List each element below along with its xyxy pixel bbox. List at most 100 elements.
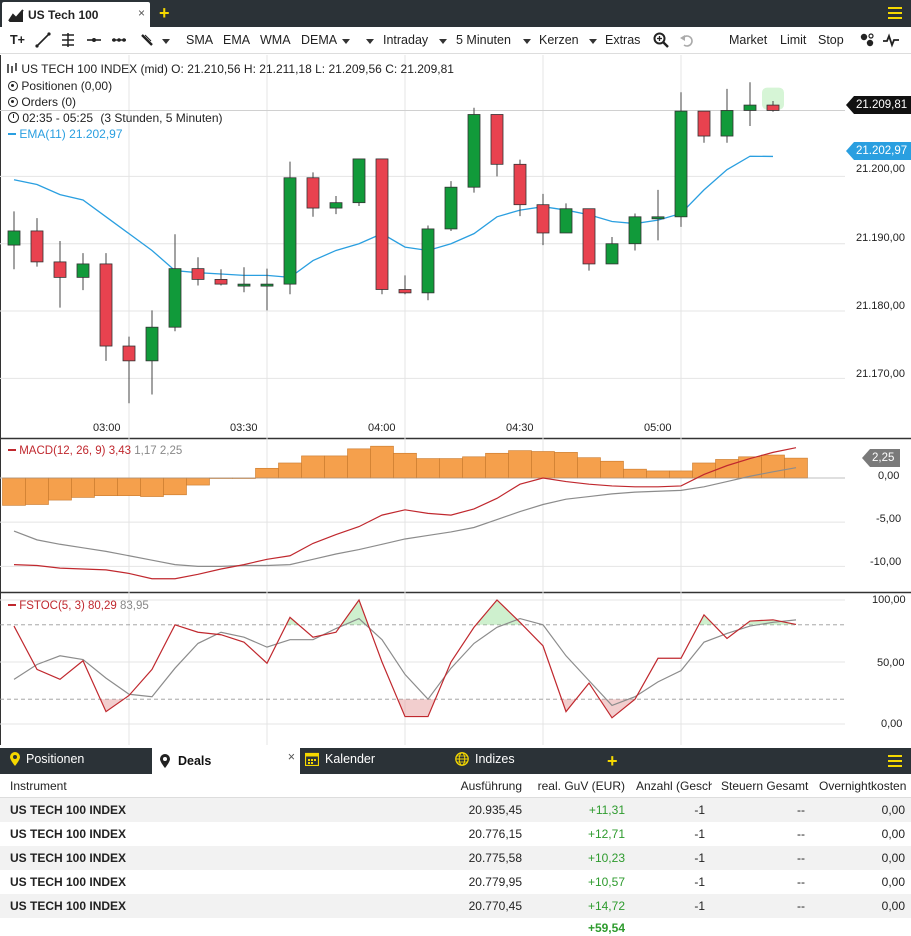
undo-icon[interactable]: [678, 31, 696, 49]
ema-legend[interactable]: EMA(11) 21.202,97: [8, 127, 123, 141]
column-header[interactable]: Overnightkosten: [819, 779, 907, 793]
close-tab-icon[interactable]: ×: [137, 6, 145, 20]
chart-canvas[interactable]: [0, 55, 911, 745]
menu-icon[interactable]: [888, 7, 902, 19]
candle-body: [260, 283, 274, 287]
column-header[interactable]: Steuern Gesamt: [721, 779, 809, 793]
column-header[interactable]: Anzahl (Geschl: [636, 779, 712, 793]
table-row[interactable]: US TECH 100 INDEX 20.935,45 +11,31 -1 -- 0,00: [0, 798, 911, 822]
orders-toggle[interactable]: Orders (0): [8, 95, 76, 109]
table-header: Instrument Ausführung real. GuV (EUR) An…: [0, 774, 911, 798]
horizontal-line-tool-icon[interactable]: [85, 31, 103, 49]
macd-histogram-bar: [255, 467, 279, 479]
macd-histogram-bar: [485, 452, 509, 479]
macd-histogram-bar: [623, 468, 647, 479]
market-order-button[interactable]: Market: [729, 33, 768, 47]
dotted-line-tool-icon[interactable]: [110, 31, 128, 49]
panel-menu-icon[interactable]: [888, 755, 902, 767]
tab-deals[interactable]: Deals ×: [152, 748, 300, 774]
macd-legend[interactable]: MACD(12, 26, 9) 3,43 1,17 2,25: [8, 445, 182, 457]
table-row[interactable]: US TECH 100 INDEX 20.775,58 +10,23 -1 -- 0,00: [0, 846, 911, 870]
period-select[interactable]: Intraday: [383, 33, 429, 47]
ema-button[interactable]: EMA: [223, 33, 251, 47]
macd-histogram-bar: [94, 477, 118, 496]
extras-menu[interactable]: Extras: [605, 33, 641, 47]
instrument-cell: US TECH 100 INDEX: [10, 827, 127, 841]
table-row[interactable]: US TECH 100 INDEX 20.776,15 +12,71 -1 -- 0,00: [0, 822, 911, 846]
macd-histogram-bar: [600, 460, 624, 479]
text-tool-button[interactable]: T+: [10, 33, 25, 47]
wma-button[interactable]: WMA: [260, 33, 291, 47]
dema-button[interactable]: DEMA: [301, 33, 338, 47]
add-panel-tab-icon[interactable]: +: [607, 751, 618, 771]
radio-icon: [8, 81, 18, 91]
column-header[interactable]: Ausführung: [460, 779, 522, 793]
radio-icon: [8, 97, 18, 107]
quantity-cell: -1: [694, 851, 705, 865]
x-axis-label: 04:30: [506, 422, 534, 434]
limit-order-button[interactable]: Limit: [780, 33, 807, 47]
tab-us-tech-100[interactable]: US Tech 100 ×: [2, 2, 150, 27]
add-tab-icon[interactable]: +: [159, 3, 170, 23]
interval-select[interactable]: 5 Minuten: [456, 33, 511, 47]
tab-positionen[interactable]: Positionen: [10, 752, 84, 766]
indicators-icon[interactable]: [858, 31, 876, 49]
candle-body: [766, 104, 780, 111]
period-dropdown-icon[interactable]: [366, 39, 374, 44]
macd-histogram-bar: [370, 445, 394, 479]
interval-dropdown-icon[interactable]: [439, 39, 447, 44]
sma-button[interactable]: SMA: [186, 33, 214, 47]
tab-kalender-label: Kalender: [325, 752, 376, 766]
candle-body: [628, 216, 642, 245]
drawing-tools-dropdown-icon[interactable]: [162, 39, 170, 44]
indicator-dropdown-icon[interactable]: [342, 39, 350, 44]
last-candle-highlight: [762, 87, 784, 110]
oversold-area: [405, 699, 428, 717]
time-range: 02:35 - 05:25: [22, 111, 94, 125]
stop-order-button[interactable]: Stop: [818, 33, 844, 47]
macd-histogram-bar: [692, 462, 716, 479]
tab-indizes[interactable]: Indizes: [455, 752, 515, 766]
chart-style-dropdown-icon[interactable]: [523, 39, 531, 44]
column-header[interactable]: Instrument: [10, 779, 67, 793]
candle-body: [490, 114, 504, 165]
tab-deals-label: Deals: [178, 754, 212, 768]
ema-swatch: [8, 133, 16, 135]
instrument-cell: US TECH 100 INDEX: [10, 851, 127, 865]
tab-indizes-label: Indizes: [475, 752, 515, 766]
candle-body: [559, 208, 573, 234]
candle-body: [283, 177, 297, 285]
ema-price-tag: 21.202,97: [846, 142, 911, 160]
location-pin-icon: [10, 752, 20, 766]
extras-dropdown-icon[interactable]: [589, 39, 597, 44]
macd-histogram-bar: [554, 452, 578, 479]
table-row[interactable]: US TECH 100 INDEX 20.779,95 +10,57 -1 -- 0,00: [0, 870, 911, 894]
table-row[interactable]: US TECH 100 INDEX 20.770,45 +14,72 -1 -- 0,00: [0, 894, 911, 918]
candle-body: [720, 110, 734, 137]
chart-area[interactable]: US TECH 100 INDEX (mid) O: 21.210,56 H: …: [0, 55, 911, 745]
column-header[interactable]: real. GuV (EUR): [537, 779, 625, 793]
candle-body: [398, 289, 412, 294]
calendar-icon: [305, 752, 319, 766]
open-label: O:: [171, 62, 184, 76]
candle-body: [651, 216, 665, 220]
execution-price-cell: 20.775,58: [468, 851, 522, 865]
realized-pnl-cell: +10,23: [587, 851, 625, 865]
tab-kalender[interactable]: Kalender: [305, 752, 375, 766]
fibonacci-tool-icon[interactable]: [59, 31, 77, 49]
close-deals-tab-icon[interactable]: ×: [287, 750, 295, 764]
bars-icon: [6, 63, 18, 73]
macd-histogram-bar: [186, 477, 210, 486]
fstoc-legend[interactable]: FSTOC(5, 3) 80,29 83,95: [8, 600, 149, 612]
chart-style-select[interactable]: Kerzen: [539, 33, 579, 47]
last-price-tag: 21.209,81: [846, 96, 911, 114]
zoom-icon[interactable]: [652, 31, 670, 49]
realized-pnl-cell: +10,57: [587, 875, 625, 889]
trendline-tool-icon[interactable]: [34, 31, 52, 49]
macd-value: 3,43: [108, 445, 132, 457]
positions-toggle[interactable]: Positionen (0,00): [8, 79, 112, 93]
fstoc-y-label: 100,00: [872, 594, 906, 606]
candle-body: [214, 279, 228, 285]
pen-tool-icon[interactable]: [138, 31, 156, 49]
pulse-icon[interactable]: [882, 31, 900, 49]
